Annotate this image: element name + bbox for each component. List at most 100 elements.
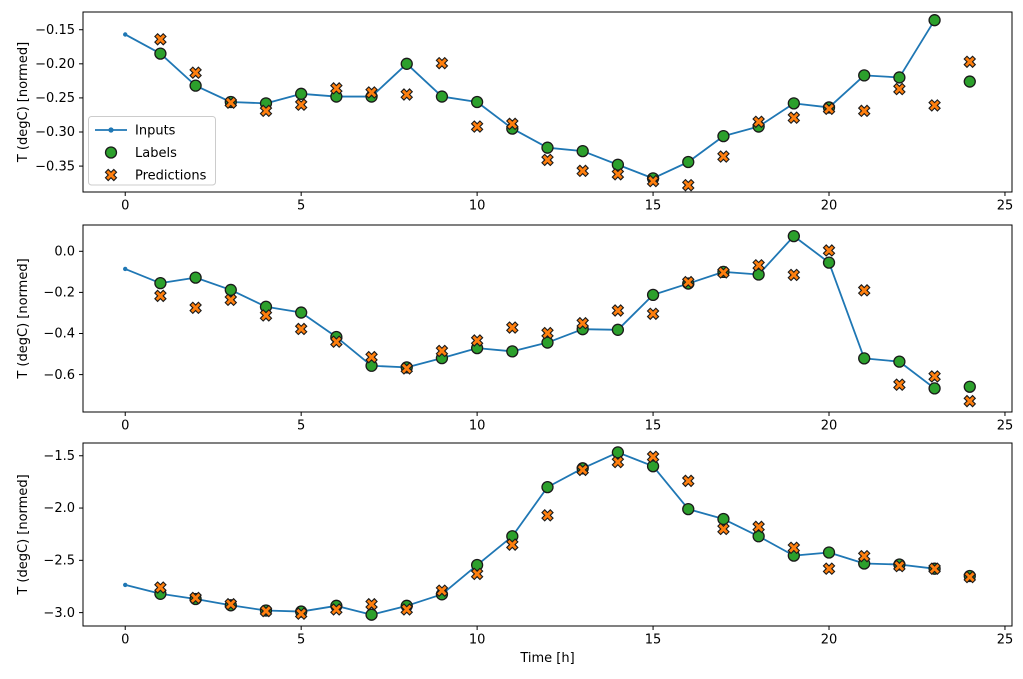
y-tick-label: −1.5	[43, 449, 75, 464]
label-point	[646, 288, 660, 302]
prediction-point	[576, 463, 590, 477]
x-tick-label: 15	[645, 419, 662, 434]
legend-circle-sample	[104, 146, 118, 159]
x-tick-label: 25	[997, 419, 1014, 434]
x-tick-label: 5	[297, 199, 305, 214]
label-point	[893, 71, 906, 84]
legend-box	[88, 116, 216, 186]
prediction-point	[822, 102, 836, 116]
x-tick-label: 15	[645, 199, 662, 214]
prediction-point	[189, 591, 202, 605]
y-tick-label: −0.15	[35, 23, 75, 38]
label-point	[963, 380, 976, 393]
label-point	[295, 306, 308, 319]
predictions-series	[154, 244, 977, 408]
prediction-point	[259, 309, 273, 322]
label-point	[541, 336, 554, 349]
label-point	[787, 97, 800, 110]
prediction-point	[435, 344, 449, 358]
prediction-point	[505, 538, 519, 551]
prediction-point	[541, 326, 554, 340]
subplot-2: 0.0 −0.2 −0.4 −0.6 0 5 10 15 20 25 T (degC) [norme…	[16, 224, 1014, 434]
label-point	[541, 141, 554, 154]
prediction-point	[259, 104, 273, 118]
labels-series	[154, 446, 976, 621]
prediction-point	[611, 167, 625, 181]
label-point	[822, 546, 836, 559]
prediction-point	[752, 258, 765, 272]
label-point	[717, 512, 730, 526]
y-tick-label: −3.0	[43, 606, 75, 621]
prediction-point	[259, 604, 273, 618]
axes-frame	[82, 224, 1013, 413]
y-tick-label: −0.30	[35, 125, 75, 140]
legend-dot-sample	[108, 127, 114, 133]
prediction-point	[611, 455, 625, 469]
prediction-point	[893, 559, 906, 573]
prediction-point	[681, 275, 695, 289]
y-tick-label: 0.0	[54, 245, 75, 260]
x-tick-label: 25	[997, 633, 1014, 648]
prediction-point	[224, 96, 238, 110]
prediction-point	[717, 150, 730, 163]
prediction-point	[681, 178, 695, 192]
y-tick-label: −0.35	[35, 159, 75, 174]
label-point	[682, 502, 695, 516]
y-axis-label: T (degC) [normed]	[16, 474, 31, 595]
inputs-line	[124, 19, 936, 180]
predictions-series	[154, 32, 977, 192]
axes-frame	[82, 11, 1013, 193]
prediction-point	[294, 98, 308, 112]
prediction-point	[752, 520, 765, 534]
y-tick-label: −0.6	[43, 368, 75, 383]
y-axis-label: T (degC) [normed]	[16, 258, 31, 379]
x-tick-label: 5	[297, 419, 305, 434]
prediction-point	[787, 541, 801, 555]
prediction-point	[470, 120, 484, 133]
inputs-series	[123, 450, 937, 617]
x-tick-label: 20	[821, 419, 838, 434]
x-tick-label: 10	[469, 633, 486, 648]
prediction-point	[224, 597, 238, 611]
subplot-3: −1.5 −2.0 −2.5 −3.0 0 5 10 15 20 25 T (degC) [norm…	[16, 442, 1014, 666]
legend-item-labels: Labels	[104, 146, 177, 161]
prediction-point	[365, 350, 378, 364]
legend: Inputs Labels Predictions	[88, 116, 216, 186]
prediction-point	[541, 153, 554, 167]
y-tick-label: −2.0	[43, 501, 75, 516]
prediction-point	[576, 164, 590, 178]
x-tick-label: 0	[121, 633, 129, 648]
label-point	[154, 47, 167, 60]
x-tick-label: 0	[121, 199, 129, 214]
prediction-point	[505, 321, 519, 334]
prediction-point	[681, 474, 695, 488]
label-point	[611, 158, 625, 171]
label-point	[576, 144, 589, 158]
label-point	[295, 87, 308, 100]
label-point	[717, 129, 730, 143]
y-axis-label: T (degC) [normed]	[16, 42, 31, 163]
label-point	[752, 530, 765, 543]
label-point	[928, 382, 941, 395]
prediction-point	[330, 603, 343, 616]
inputs-line	[125, 451, 935, 616]
label-point	[682, 155, 695, 169]
prediction-point	[611, 304, 625, 317]
prediction-point	[928, 99, 941, 112]
prediction-point	[822, 562, 836, 576]
prediction-point	[505, 117, 519, 131]
legend-item-inputs: Inputs	[95, 124, 176, 139]
prediction-point	[787, 268, 801, 282]
label-point	[928, 14, 941, 27]
prediction-point	[857, 104, 871, 118]
prediction-point	[189, 301, 202, 315]
y-tick-label: −0.2	[43, 286, 75, 301]
prediction-point	[541, 509, 554, 522]
prediction-point	[646, 174, 660, 188]
inputs-series	[123, 17, 937, 181]
prediction-point	[294, 607, 308, 620]
prediction-point	[717, 266, 730, 279]
prediction-point	[822, 244, 836, 257]
prediction-point	[435, 584, 449, 597]
